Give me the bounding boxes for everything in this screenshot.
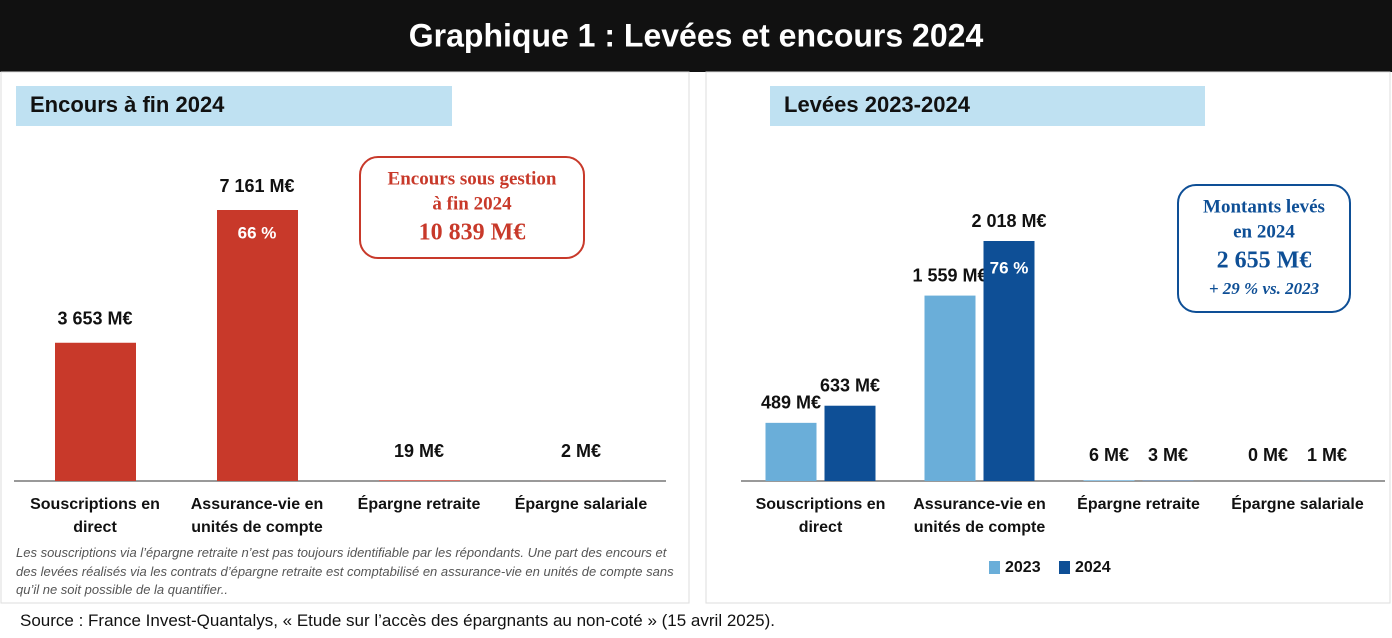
bar	[824, 405, 876, 481]
value-label: 633 M€	[820, 375, 880, 395]
bar	[1083, 480, 1135, 481]
callout-box	[1177, 184, 1351, 313]
legend-swatch	[989, 561, 1000, 574]
value-label: 6 M€	[1089, 445, 1129, 465]
value-label: 3 M€	[1148, 445, 1188, 465]
value-label: 2 M€	[561, 441, 601, 461]
value-label: 3 653 M€	[57, 309, 132, 329]
panel	[705, 71, 1391, 604]
inner-label: 66 %	[238, 223, 277, 242]
value-label: 2 018 M€	[971, 211, 1046, 231]
page-title: Graphique 1 : Levées et encours 2024	[409, 17, 984, 53]
x-tick-label: Assurance-vie en unités de compte	[190, 496, 324, 536]
x-tick-label: Souscriptions en direct	[755, 496, 886, 536]
callout-note: + 29 % vs. 2023	[1209, 279, 1320, 298]
callout-text: Montants levés	[1203, 196, 1325, 217]
chart-title: Encours à fin 2024	[30, 92, 225, 117]
panel	[0, 71, 690, 604]
value-label: 0 M€	[1248, 445, 1288, 465]
panel-header	[16, 86, 452, 126]
callout-text: en 2024	[1233, 221, 1295, 242]
inner-label: 76 %	[990, 258, 1029, 277]
legend-label: 2024	[1075, 559, 1111, 576]
callout-text: Encours sous gestion	[388, 168, 557, 189]
callout-value: 2 655 M€	[1217, 248, 1312, 274]
legend-label: 2023	[1005, 559, 1041, 576]
bar	[983, 241, 1035, 481]
callout-box	[359, 156, 585, 259]
value-label: 7 161 M€	[219, 176, 294, 196]
value-label: 489 M€	[761, 393, 821, 413]
x-tick-label: Assurance-vie en unités de compte	[913, 496, 1046, 536]
value-label: 1 559 M€	[912, 265, 987, 285]
panel-header	[770, 86, 1205, 126]
value-label: 19 M€	[394, 441, 444, 461]
chart-title: Levées 2023-2024	[784, 92, 971, 117]
callout-value: 10 839 M€	[419, 220, 526, 246]
x-tick-label: Souscriptions en direct	[30, 496, 160, 536]
x-tick-label: Épargne retraite	[357, 496, 481, 513]
legend-swatch	[1059, 561, 1070, 574]
source: Source : France Invest-Quantalys, « Etud…	[20, 611, 776, 630]
bar	[217, 210, 298, 481]
title-banner	[0, 0, 1392, 72]
bar	[379, 480, 460, 481]
bar	[765, 422, 817, 481]
x-tick-label: Épargne retraite	[1077, 496, 1200, 513]
x-tick-label: Épargne salariale	[1231, 496, 1364, 513]
value-label: 1 M€	[1307, 445, 1347, 465]
footnote: Les souscriptions via l’épargne retraite…	[16, 545, 674, 597]
bar	[924, 295, 976, 481]
bar	[55, 342, 136, 481]
callout-text: à fin 2024	[432, 193, 512, 214]
x-tick-label: Épargne salariale	[514, 496, 648, 513]
